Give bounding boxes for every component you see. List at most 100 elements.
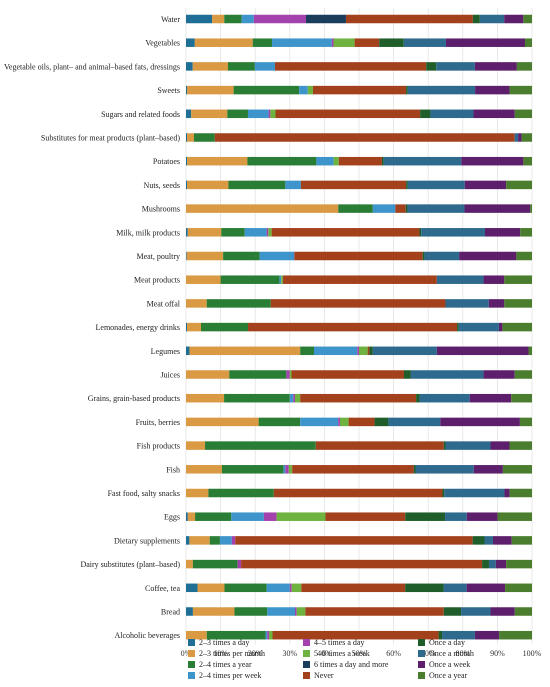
bar-segment — [482, 559, 489, 569]
bar-segment — [186, 536, 190, 545]
legend-label: 6 times a day and more — [314, 660, 389, 669]
bar-segment — [442, 630, 475, 640]
bar-segment — [187, 156, 248, 166]
bar-segment — [469, 393, 512, 403]
bar-segment — [466, 512, 498, 521]
x-tick-label: 60% — [386, 649, 401, 658]
bar-segment — [186, 370, 230, 379]
legend-label: 2–4 times per week — [199, 671, 261, 680]
x-tick-label: 50% — [352, 649, 367, 658]
bar-segment — [186, 583, 198, 593]
bar-segment — [186, 299, 207, 308]
bar-segment — [263, 512, 277, 521]
bar-segment — [521, 133, 532, 142]
bar-segment — [212, 14, 225, 24]
bar-segment — [229, 370, 287, 379]
legend-swatch — [188, 650, 195, 657]
bar-segment — [523, 14, 532, 24]
bar-segment — [209, 536, 220, 545]
bar-segment — [286, 370, 290, 379]
bar-segment — [307, 85, 313, 95]
bar-segment — [407, 180, 465, 190]
bar-segment — [301, 583, 406, 593]
bar-segment — [403, 370, 411, 379]
bar-segment — [316, 156, 334, 166]
bar-segment — [187, 512, 196, 521]
bar-segment — [514, 607, 532, 616]
bar-segment — [388, 417, 441, 427]
bar-segment — [288, 465, 293, 474]
bar-segment — [269, 630, 273, 640]
bar-segment — [473, 465, 503, 474]
bar-segment — [395, 204, 406, 213]
bar-segment — [186, 204, 339, 213]
bar-segment — [289, 393, 294, 403]
bar-segment — [227, 109, 248, 119]
bar-segment — [294, 607, 297, 616]
category-label: Mushrooms — [142, 205, 180, 214]
bar-segment — [186, 251, 187, 261]
bar-segment — [244, 228, 267, 237]
bar-segment — [519, 417, 532, 427]
bar-segment — [458, 322, 499, 332]
bar-segment — [445, 512, 467, 521]
bar-segment — [186, 251, 224, 261]
bar-segment — [436, 346, 529, 356]
bar-segment — [383, 156, 462, 166]
bar-segment — [186, 133, 188, 142]
bar-segment — [331, 38, 334, 47]
bar-segment — [405, 583, 444, 593]
bar-segment — [305, 607, 444, 616]
bar-segment — [291, 583, 302, 593]
x-tick-label: 40% — [317, 649, 332, 658]
legend-label: 2–4 times a year — [199, 660, 252, 669]
bar-segment — [189, 346, 301, 356]
bar-segment — [461, 156, 524, 166]
bar-segment — [206, 630, 266, 640]
bar-segment — [406, 85, 408, 95]
bar-segment — [495, 559, 507, 569]
bar-segment — [192, 559, 238, 569]
bar-segment — [292, 465, 414, 474]
bar-segment — [436, 275, 484, 284]
bar-segment — [464, 204, 531, 213]
bar-segment — [369, 346, 373, 356]
category-label: Dairy substitutes (plant–based) — [80, 560, 180, 569]
bar-segment — [430, 109, 474, 119]
bar-segment — [443, 583, 467, 593]
bar-segment — [186, 465, 222, 474]
bar-segment — [520, 228, 532, 237]
bar-segment — [186, 630, 207, 640]
bar-segment — [186, 417, 259, 427]
bar-segment — [504, 488, 510, 498]
bar-segment — [416, 393, 420, 403]
legend-label: 4–5 times a day — [314, 638, 364, 647]
x-tick-label: 70% — [421, 649, 436, 658]
bar-segment — [186, 109, 192, 119]
bar-segment — [259, 251, 295, 261]
bar-segment — [267, 607, 295, 616]
bar-segment — [479, 14, 505, 24]
bar-segment — [266, 228, 269, 237]
bar-segment — [252, 38, 273, 47]
bar-segment — [186, 156, 188, 166]
bar-segment — [254, 62, 276, 71]
bar-segment — [186, 85, 188, 95]
bar-segment — [285, 465, 289, 474]
bar-segment — [473, 109, 515, 119]
bar-segment — [275, 62, 427, 71]
bar-segment — [443, 441, 446, 450]
bar-segment — [403, 38, 446, 47]
bar-segment — [192, 607, 235, 616]
bar-segment — [186, 228, 188, 237]
bar-segment — [186, 62, 193, 71]
bars — [186, 14, 532, 640]
legend-label: Never — [314, 671, 334, 680]
bar-segment — [348, 417, 375, 427]
bar-segment — [474, 62, 517, 71]
x-tick-label: 0% — [181, 649, 192, 658]
bar-segment — [484, 536, 493, 545]
bar-segment — [276, 512, 326, 521]
category-label: Vegetable oils, plant– and animal–based … — [4, 62, 180, 71]
bar-segment — [192, 62, 228, 71]
